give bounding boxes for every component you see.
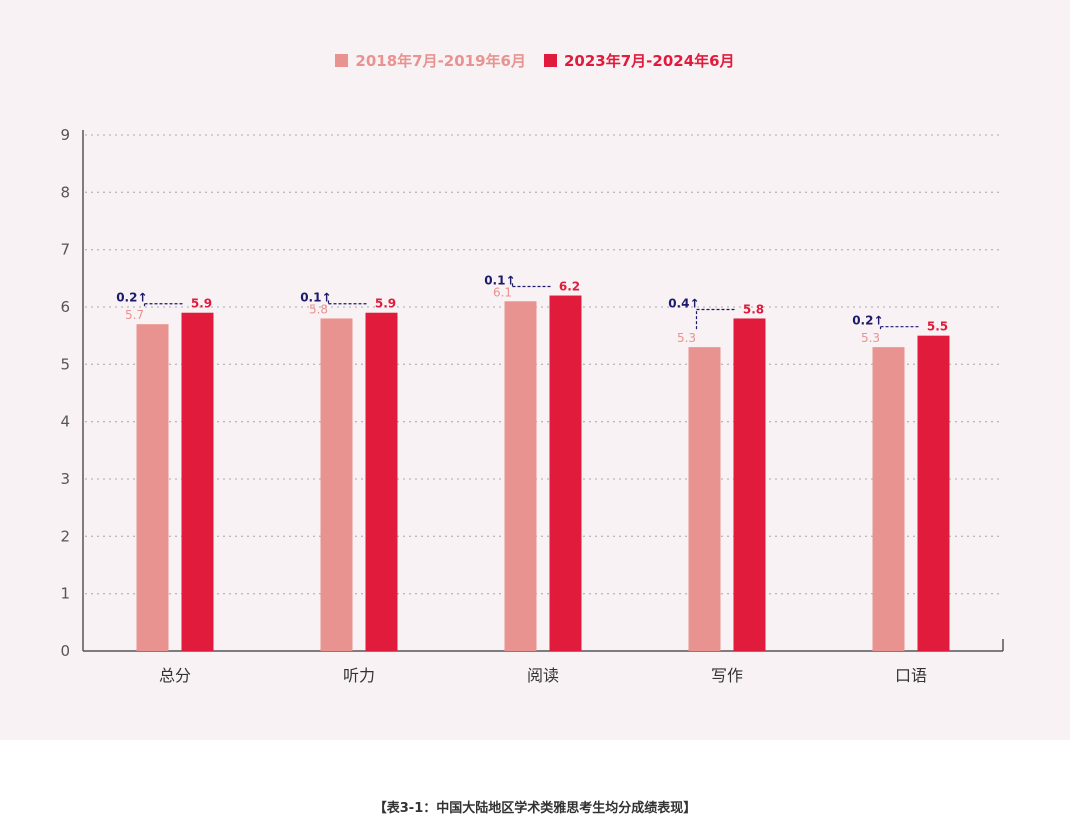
x-tick-label: 口语 [895, 666, 927, 685]
data-label-after: 5.9 [191, 297, 212, 311]
bar-after [549, 295, 582, 651]
y-tick-label: 5 [60, 355, 70, 373]
legend-item-before: 2018年7月-2019年6月 [335, 50, 526, 71]
legend-label-before: 2018年7月-2019年6月 [355, 52, 526, 70]
data-label-before: 5.7 [125, 308, 144, 322]
bar-before [504, 301, 537, 651]
x-tick-label: 阅读 [527, 666, 559, 685]
legend-swatch-after [544, 54, 557, 67]
delta-label: 0.1↑ [300, 291, 331, 305]
bar-after [733, 318, 766, 651]
bar-before [136, 324, 169, 651]
bar-chart: 0 1 2 3 4 5 6 7 8 9 5.7 5.9 0.2↑ 总分 5.8 5.9 0.1↑ 听力 6.1 6.2… [60, 126, 1004, 685]
y-tick-label: 3 [60, 470, 70, 488]
data-label-after: 5.9 [375, 297, 396, 311]
delta-label: 0.1↑ [484, 274, 515, 288]
legend-item-after: 2023年7月-2024年6月 [544, 50, 735, 71]
data-label-after: 5.8 [743, 302, 764, 316]
data-label-after: 6.2 [559, 280, 580, 294]
bar-after [181, 312, 214, 651]
delta-label: 0.4↑ [668, 296, 699, 310]
legend-label-after: 2023年7月-2024年6月 [564, 52, 735, 70]
bar-after [365, 312, 398, 651]
y-tick-label: 9 [60, 126, 70, 144]
bar-before [320, 318, 353, 651]
bar-after [917, 335, 950, 651]
x-tick-label: 听力 [343, 666, 375, 685]
y-tick-label: 2 [60, 527, 70, 545]
y-tick-label: 0 [60, 642, 70, 660]
x-tick-label: 写作 [711, 666, 743, 685]
y-tick-label: 1 [60, 585, 70, 603]
legend: 2018年7月-2019年6月 2023年7月-2024年6月 [0, 50, 1070, 71]
y-tick-label: 7 [60, 241, 70, 259]
data-label-before: 5.3 [861, 331, 880, 345]
bar-before [688, 347, 721, 651]
chart-caption: 【表3-1：中国大陆地区学术类雅思考生均分成绩表现】 [373, 801, 697, 816]
data-label-after: 5.5 [927, 320, 948, 334]
bar-before [872, 347, 905, 651]
y-tick-label: 6 [60, 298, 70, 316]
data-label-before: 6.1 [493, 285, 512, 299]
x-tick-label: 总分 [159, 666, 191, 685]
delta-label: 0.2↑ [852, 314, 883, 328]
y-tick-label: 8 [60, 183, 70, 201]
data-label-before: 5.8 [309, 302, 328, 316]
y-tick-label: 4 [60, 413, 70, 431]
delta-label: 0.2↑ [116, 291, 147, 305]
legend-swatch-before [335, 54, 349, 67]
data-label-before: 5.3 [677, 331, 696, 345]
